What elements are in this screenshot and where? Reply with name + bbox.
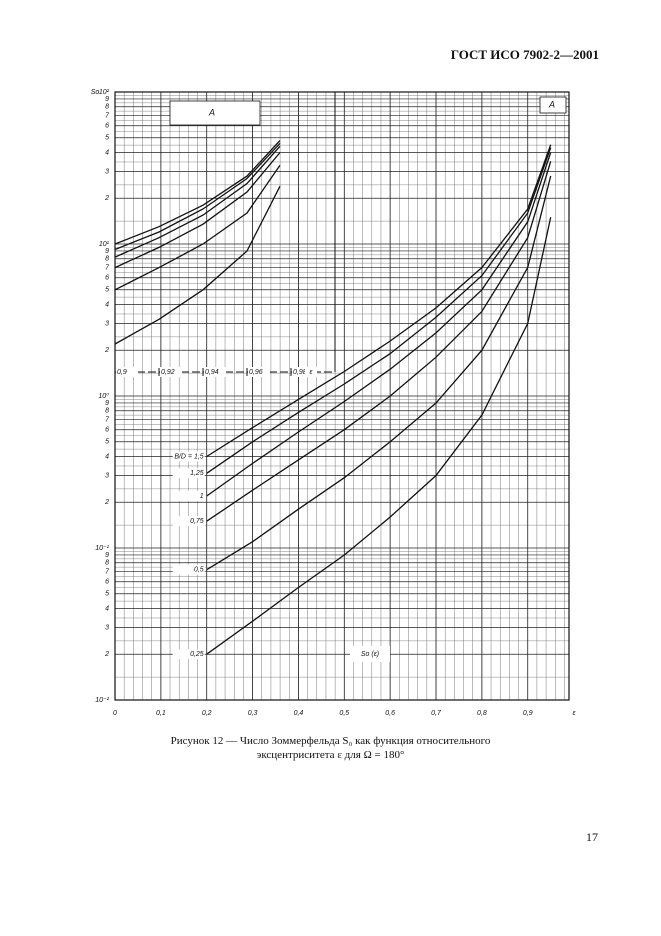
curve <box>114 152 281 269</box>
x-tick-label: 0,6 <box>385 710 395 717</box>
annotation-box <box>350 646 390 662</box>
y-tick-label: 7 <box>105 264 110 271</box>
y-tick-label: 6 <box>105 427 109 434</box>
curve <box>206 144 552 458</box>
y-tick-label: 7 <box>105 112 110 119</box>
annotation-box <box>169 100 261 126</box>
curve <box>206 147 552 474</box>
y-tick-label: 6 <box>105 579 109 586</box>
caption-line: Рисунок 12 — Число Зоммерфельда S₀ как ф… <box>170 735 491 747</box>
curve <box>206 161 552 522</box>
curve <box>206 175 552 571</box>
annotation-box <box>539 96 567 114</box>
y-tick-label: 2 <box>104 651 109 658</box>
y-tick-label: 6 <box>105 275 109 282</box>
y-tick-label: 2 <box>104 195 109 202</box>
y-tick-label: 5 <box>105 439 109 446</box>
inset-x-axis-label: ε <box>309 369 313 376</box>
y-axis-label: So <box>91 89 100 96</box>
annotation: A <box>548 99 555 109</box>
y-tick-label: 4 <box>105 605 109 612</box>
y-tick-label: 3 <box>105 320 109 327</box>
x-tick-label: 0,8 <box>477 710 487 717</box>
curve <box>114 185 281 345</box>
inset-x-tick-label: 0,94 <box>205 369 219 376</box>
y-tick-label: 3 <box>105 168 109 175</box>
x-tick-label: 0,3 <box>248 710 258 717</box>
x-tick-label: 0,9 <box>523 710 533 717</box>
y-tick-label: 10¹ <box>99 241 110 248</box>
series-label: 0,5 <box>194 567 204 574</box>
x-tick-label: 0,4 <box>294 710 304 717</box>
inset-x-tick-label: 0,92 <box>161 369 175 376</box>
y-tick-label: 9 <box>105 248 109 255</box>
curve <box>206 152 552 497</box>
x-tick-label: 0,1 <box>156 710 166 717</box>
y-tick-label: 5 <box>105 591 109 598</box>
y-tick-label: 7 <box>105 568 110 575</box>
label-backing <box>172 451 205 462</box>
y-tick-label: 8 <box>105 408 109 415</box>
y-tick-label: 6 <box>105 123 109 130</box>
plot-frame <box>114 91 570 701</box>
series-label: 0,75 <box>190 518 204 525</box>
header: ГОСТ ИСО 7902-2—2001 <box>450 47 599 62</box>
label-backing <box>172 564 205 575</box>
label-backing <box>172 468 205 479</box>
x-tick-label: 0,2 <box>202 710 212 717</box>
caption-line: эксцентриситета ε для Ω = 180° <box>256 749 405 761</box>
y-tick-label: 9 <box>105 400 109 407</box>
page-number: 17 <box>586 830 598 844</box>
inset-x-tick-label: 0,96 <box>249 369 263 376</box>
inset-x-tick-label: 0,98 <box>293 369 307 376</box>
y-tick-label: 4 <box>105 301 109 308</box>
y-tick-label: 9 <box>105 552 109 559</box>
y-tick-label: 3 <box>105 472 109 479</box>
label-backing <box>172 516 205 527</box>
series-label: B/D = 1,5 <box>174 453 203 460</box>
label-backing <box>248 367 270 377</box>
x-axis-label: ε <box>572 710 576 717</box>
curve <box>114 140 281 245</box>
y-tick-label: 5 <box>105 287 109 294</box>
y-tick-label: 8 <box>105 256 109 263</box>
curve <box>114 145 281 258</box>
x-tick-label: 0,5 <box>339 710 349 717</box>
y-tick-label: 7 <box>105 416 110 423</box>
y-tick-label: 8 <box>105 104 109 111</box>
annotation: So (ε) <box>361 651 379 658</box>
label-backing <box>116 367 138 377</box>
label-backing <box>172 649 205 660</box>
x-tick-label: 0,7 <box>431 710 442 717</box>
y-tick-label: 10⁻² <box>95 697 109 704</box>
label-backing <box>160 367 182 377</box>
label-backing <box>292 367 314 377</box>
caption: Рисунок 12 — Число Зоммерфельда S₀ как ф… <box>0 734 661 762</box>
x-tick-label: 0 <box>113 710 117 717</box>
y-tick-label: 4 <box>105 453 109 460</box>
annotation: A <box>208 107 215 117</box>
y-tick-label: 4 <box>105 149 109 156</box>
y-tick-label: 2 <box>104 347 109 354</box>
label-backing <box>172 490 205 501</box>
curve <box>114 164 281 291</box>
series-label: 0,25 <box>190 651 204 658</box>
y-tick-label: 10⁰ <box>98 392 109 400</box>
series-label: 1 <box>200 493 204 500</box>
y-tick-label: 9 <box>105 96 109 103</box>
label-backing <box>305 367 317 377</box>
y-tick-label: 10² <box>99 89 110 96</box>
curve <box>206 217 552 655</box>
label-backing <box>204 367 226 377</box>
y-tick-label: 2 <box>104 499 109 506</box>
y-tick-label: 5 <box>105 135 109 142</box>
curve <box>114 142 281 251</box>
series-label: 1,25 <box>190 470 204 477</box>
y-tick-label: 8 <box>105 560 109 567</box>
y-tick-label: 10⁻¹ <box>95 545 109 552</box>
y-tick-label: 3 <box>105 624 109 631</box>
inset-x-tick-label: 0,9 <box>117 369 127 376</box>
